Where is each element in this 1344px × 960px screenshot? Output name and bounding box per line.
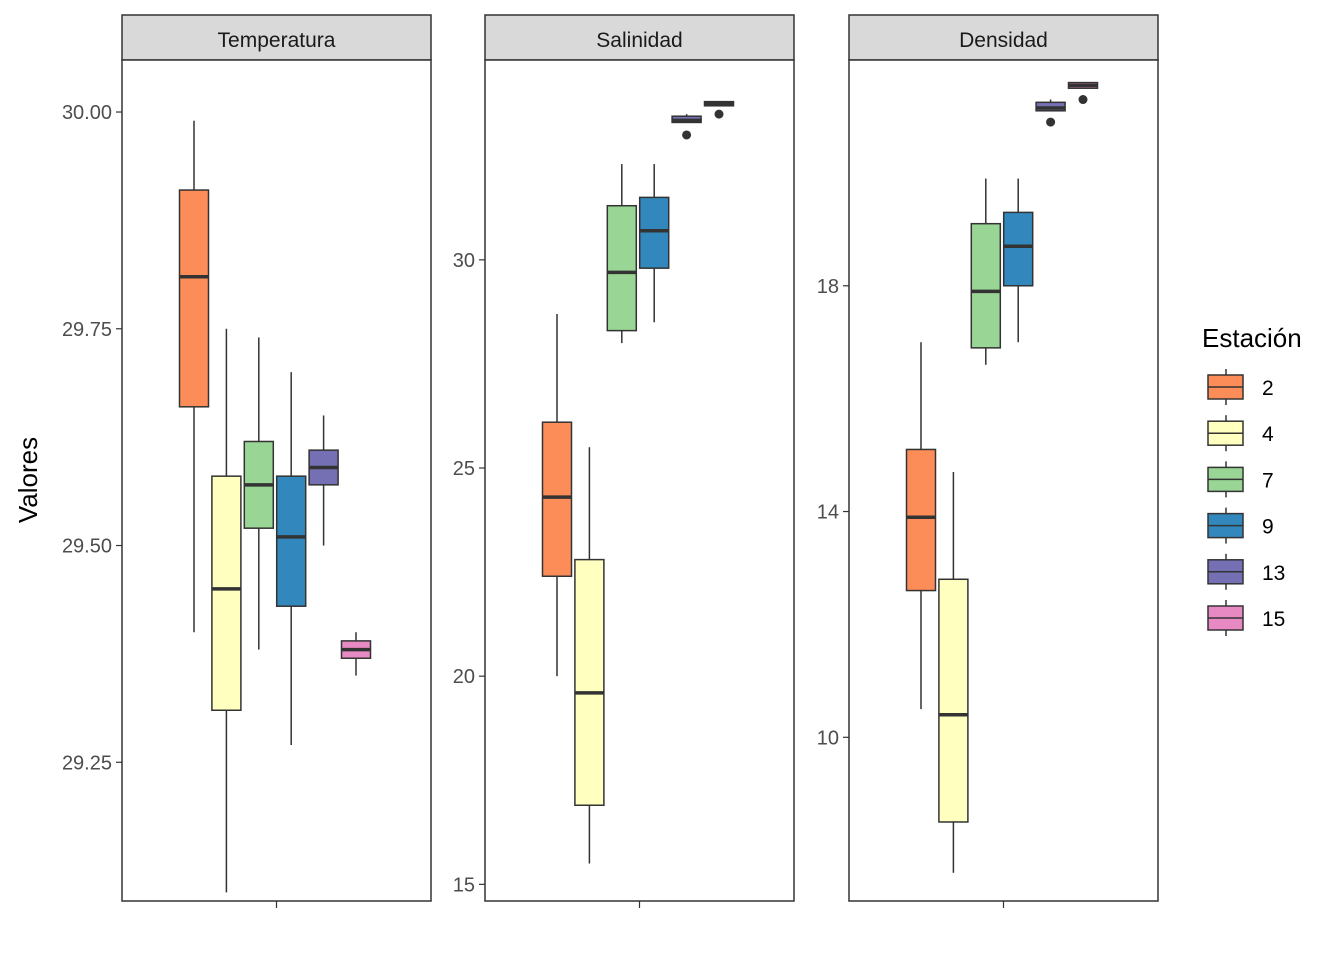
outlier-point <box>714 109 724 119</box>
y-tick-label: 25 <box>453 458 475 480</box>
box-station-4 <box>938 472 969 873</box>
box-station-15 <box>340 632 372 676</box>
y-tick-label: 30.00 <box>62 102 112 124</box>
legend-key-4: 4 <box>1207 415 1274 452</box>
box-station-7 <box>970 178 1002 365</box>
y-tick-label: 14 <box>817 502 839 524</box>
facet-panels: Temperatura 29.25 29.50 29.75 30.00 Salinidad… <box>62 14 1159 908</box>
box-iqr <box>905 448 937 592</box>
box-iqr <box>638 196 670 269</box>
legend: Estación 2 4 7 9 13 15 <box>1202 323 1302 636</box>
box-iqr <box>275 475 307 607</box>
panel-border <box>484 59 795 902</box>
box-station-2 <box>541 313 573 677</box>
legend-title: Estación <box>1202 323 1302 353</box>
facet-title: Salinidad <box>596 29 682 52</box>
box-station-4 <box>574 447 605 864</box>
facet-strip <box>484 14 795 61</box>
y-tick-label: 15 <box>453 874 475 896</box>
box-station-7 <box>606 164 638 344</box>
box-station-13 <box>1035 99 1066 127</box>
outlier-point <box>1046 117 1056 127</box>
panel-temperatura: Temperatura 29.25 29.50 29.75 30.00 <box>62 14 432 908</box>
legend-label: 13 <box>1262 562 1285 585</box>
y-tick-label: 29.75 <box>62 319 112 341</box>
box-station-2 <box>178 120 210 633</box>
legend-label: 7 <box>1262 469 1274 492</box>
outlier-point <box>1078 95 1088 105</box>
box-station-2 <box>905 342 937 710</box>
legend-keys: 2 4 7 9 13 15 <box>1207 369 1285 636</box>
box-station-9 <box>275 372 307 745</box>
box-iqr <box>211 475 242 712</box>
legend-key-2: 2 <box>1207 369 1274 405</box>
box-station-13 <box>308 415 339 546</box>
box-station-13 <box>671 114 702 140</box>
panel-salinidad: Salinidad 15 20 25 30 <box>453 14 795 908</box>
box-iqr <box>541 421 573 578</box>
box-station-15 <box>703 100 735 119</box>
panel-densidad: Densidad 10 14 18 <box>817 14 1159 908</box>
box-station-9 <box>1002 178 1034 343</box>
y-tick-label: 29.50 <box>62 536 112 558</box>
y-tick-label: 30 <box>453 250 475 272</box>
outlier-point <box>682 130 692 140</box>
box-iqr <box>1002 211 1034 287</box>
legend-label: 4 <box>1262 423 1274 446</box>
box-iqr <box>970 222 1002 349</box>
box-iqr <box>606 204 638 332</box>
y-tick-label: 29.25 <box>62 752 112 774</box>
facet-strip <box>121 14 432 61</box>
legend-label: 15 <box>1262 608 1285 631</box>
y-axis-label: Valores <box>13 437 43 523</box>
facet-title: Densidad <box>959 29 1048 52</box>
legend-label: 9 <box>1262 516 1274 539</box>
box-station-9 <box>638 164 670 323</box>
y-tick-label: 18 <box>817 276 839 298</box>
box-iqr <box>938 578 969 823</box>
box-iqr <box>574 558 605 806</box>
box-station-4 <box>211 328 242 893</box>
legend-key-7: 7 <box>1207 461 1274 498</box>
legend-key-15: 15 <box>1207 600 1285 636</box>
panel-border <box>848 59 1159 902</box>
y-tick-label: 10 <box>817 727 839 749</box>
box-iqr <box>178 189 210 408</box>
legend-key-13: 13 <box>1207 553 1285 590</box>
facet-title: Temperatura <box>218 29 336 52</box>
legend-label: 2 <box>1262 377 1274 400</box>
y-tick-label: 20 <box>453 666 475 688</box>
box-station-15 <box>1067 81 1099 105</box>
legend-key-9: 9 <box>1207 507 1274 544</box>
box-station-7 <box>243 337 275 650</box>
